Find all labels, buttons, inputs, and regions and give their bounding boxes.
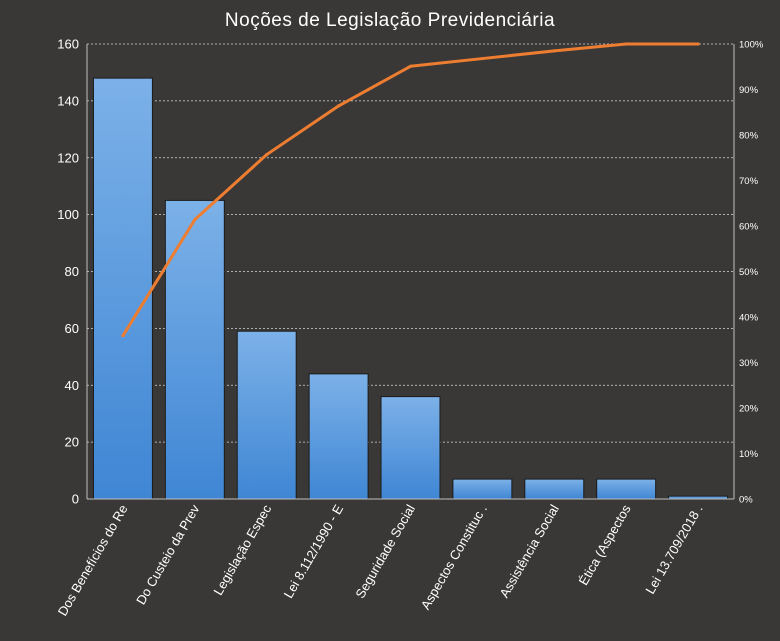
line-point xyxy=(121,334,125,338)
y2-tick-label: 70% xyxy=(739,176,759,187)
bar xyxy=(236,330,297,500)
line-point xyxy=(480,56,484,61)
y2-tick-label: 100% xyxy=(739,40,764,51)
line-point xyxy=(265,152,269,157)
x-tick-label: Lei 13.709/2018 . xyxy=(642,502,705,597)
line-point xyxy=(337,104,341,108)
y2-tick-label: 30% xyxy=(739,358,759,369)
bar-series xyxy=(92,77,729,500)
x-tick-label: Seguridade Social xyxy=(352,502,418,601)
y2-tick-label: 10% xyxy=(739,449,759,460)
y2-tick-label: 90% xyxy=(739,85,759,96)
x-tick-label: Aspectos Constituc . xyxy=(418,502,490,612)
y-tick-label: 20 xyxy=(65,435,79,450)
bar xyxy=(524,478,585,500)
y-axis-secondary: 0% 10% 20% 30% 40% 50% 60% 70% 80% 90% 100% xyxy=(733,40,764,506)
y-tick-label: 80 xyxy=(65,264,79,279)
y-tick-label: 40 xyxy=(65,378,79,393)
y2-tick-label: 80% xyxy=(739,131,759,142)
y2-tick-label: 60% xyxy=(739,222,759,233)
x-tick-label: Lei 8.112/1990 - E xyxy=(281,502,347,601)
line-point xyxy=(193,218,197,222)
bar xyxy=(164,199,225,500)
x-tick-label: Dos Benefícios do Re xyxy=(55,502,131,618)
y-tick-label: 0 xyxy=(72,492,79,507)
line-point xyxy=(408,64,413,68)
y-tick-label: 100 xyxy=(57,207,79,222)
bar xyxy=(92,77,153,500)
x-tick-label: Assistência Social xyxy=(496,502,561,600)
y2-tick-label: 50% xyxy=(739,267,759,278)
line-point xyxy=(696,42,700,46)
x-tick-label: Do Custeio da Prev xyxy=(133,502,203,608)
y2-tick-label: 20% xyxy=(739,404,759,415)
y-axis-primary: 0 20 40 60 80 100 120 140 160 xyxy=(57,37,88,507)
bar xyxy=(452,478,513,500)
bar xyxy=(596,478,657,500)
y-tick-label: 140 xyxy=(57,93,79,108)
chart-title: Noções de Legislação Previdenciária xyxy=(225,10,555,31)
cumulative-line-series xyxy=(121,42,700,338)
y-tick-label: 120 xyxy=(57,150,79,165)
y-tick-label: 60 xyxy=(65,321,79,336)
x-tick-label: Ética (Aspectos xyxy=(576,502,634,588)
y2-tick-label: 0% xyxy=(739,495,753,506)
x-axis: Dos Benefícios do Re Do Custeio da Prev Le… xyxy=(55,498,734,618)
x-tick-label: Legislação Espec xyxy=(210,502,274,598)
bar xyxy=(308,373,369,500)
line-point xyxy=(552,49,556,53)
bar xyxy=(380,396,441,500)
y-tick-label: 160 xyxy=(57,37,79,52)
y2-tick-label: 40% xyxy=(739,313,759,324)
line-point xyxy=(624,42,628,46)
